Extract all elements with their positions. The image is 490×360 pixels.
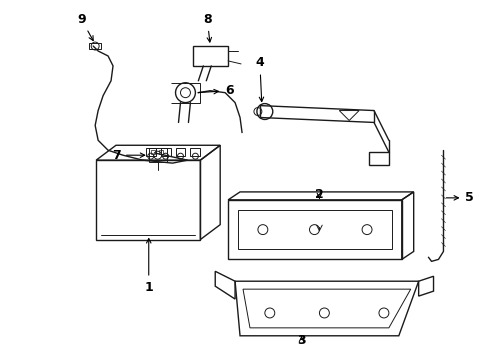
Text: 4: 4 (255, 57, 264, 102)
Text: 9: 9 (77, 13, 93, 41)
Text: 5: 5 (446, 192, 474, 204)
Text: 3: 3 (297, 334, 306, 347)
Text: 6: 6 (198, 84, 234, 97)
Text: 8: 8 (203, 13, 212, 42)
Text: 2: 2 (315, 188, 324, 201)
Text: 7: 7 (112, 149, 145, 162)
Text: 1: 1 (145, 239, 153, 294)
